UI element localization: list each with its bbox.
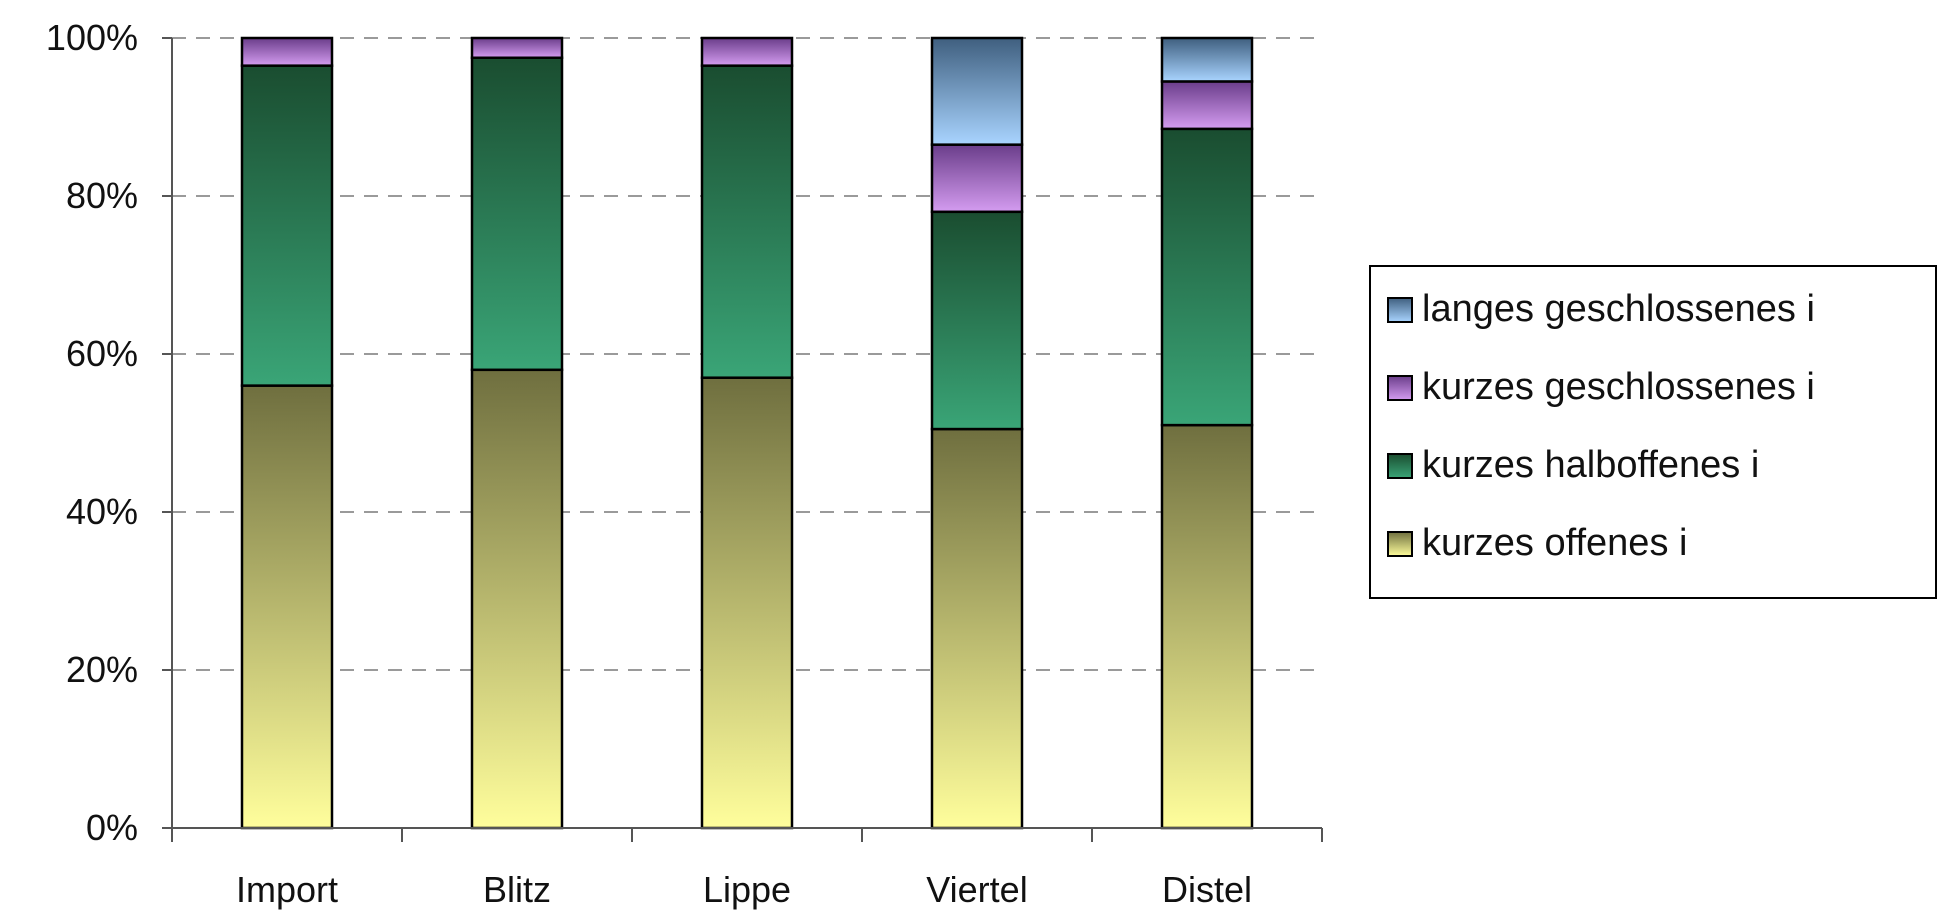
bar-segment — [930, 427, 1024, 830]
y-tick-label: 20% — [66, 649, 138, 690]
legend-label: kurzes geschlossenes i — [1422, 366, 1815, 408]
legend-swatch — [1387, 375, 1413, 401]
bar-segment — [930, 210, 1024, 431]
x-tick-label: Viertel — [926, 869, 1027, 910]
legend-label: langes geschlossenes i — [1422, 288, 1815, 330]
legend-swatch — [1387, 453, 1413, 479]
bar-segment — [700, 64, 794, 379]
legend-box — [1369, 265, 1937, 599]
y-tick-label: 0% — [86, 807, 138, 848]
bar-segment — [470, 56, 564, 372]
y-tick-label: 80% — [66, 175, 138, 216]
legend-label: kurzes offenes i — [1422, 522, 1687, 564]
bar-segment — [930, 143, 1024, 214]
bar-segment — [470, 368, 564, 830]
x-tick-label: Distel — [1162, 869, 1252, 910]
y-tick-label: 60% — [66, 333, 138, 374]
bar-segment — [1160, 80, 1254, 131]
bar-segment — [930, 36, 1024, 146]
bar-segment — [470, 36, 564, 59]
legend-label: kurzes halboffenes i — [1422, 444, 1759, 486]
y-tick-label: 100% — [46, 17, 138, 58]
legend: langes geschlossenes i kurzes geschlossen… — [1369, 265, 1937, 599]
bar-segment — [700, 376, 794, 830]
bar-segment — [1160, 127, 1254, 427]
bar-segment — [1160, 36, 1254, 83]
x-tick-label: Lippe — [703, 869, 791, 910]
bar-segment — [240, 36, 334, 67]
bars — [240, 36, 1254, 830]
x-tick-label: Blitz — [483, 869, 551, 910]
bar-segment — [240, 64, 334, 387]
bar-segment — [240, 384, 334, 830]
y-tick-label: 40% — [66, 491, 138, 532]
bar-segment — [700, 36, 794, 67]
x-tick-label: Import — [236, 869, 338, 910]
bar-segment — [1160, 423, 1254, 830]
legend-swatch — [1387, 531, 1413, 557]
axes: 0% 20% 40% 60% 80% 100% Import Blitz Lippe Vierte… — [46, 17, 1323, 910]
legend-swatch — [1387, 297, 1413, 323]
